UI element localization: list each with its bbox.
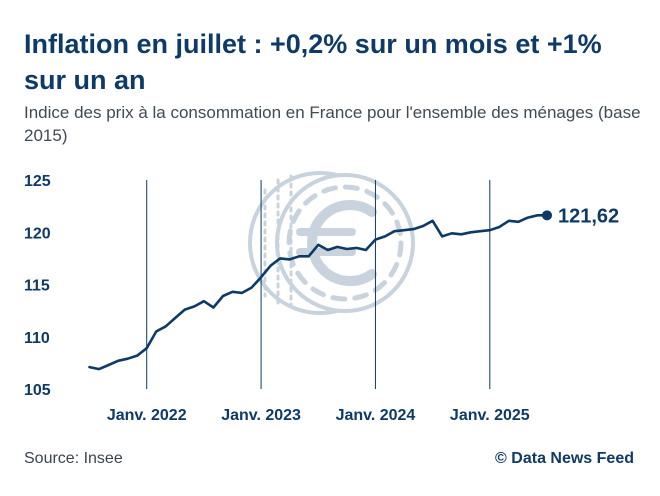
- y-tick-label-1: 125: [24, 173, 51, 190]
- x-tick-label-1: Janv. 2022: [107, 407, 187, 424]
- y-tick-label-3: 115: [24, 278, 50, 295]
- x-tick-label-3: Janv. 2024: [336, 407, 416, 424]
- y-tick-label-2: 120: [24, 225, 51, 242]
- x-axis-tick-labels: Janv. 2022 Janv. 2023 Janv. 2024 Janv. 2025: [107, 407, 530, 424]
- x-tick-label-4: Janv. 2025: [450, 407, 530, 424]
- euro-coin-watermark-icon: [248, 171, 415, 315]
- grid-lines: [146, 180, 491, 389]
- source-text: Source: Insee: [24, 450, 123, 467]
- series-line: [88, 214, 549, 371]
- x-tick-label-2: Janv. 2023: [221, 407, 301, 424]
- credit-text: © Data News Feed: [495, 450, 634, 467]
- y-axis-tick-labels: 125 120 115 110 105: [24, 173, 51, 399]
- y-tick-label-4: 110: [24, 330, 50, 347]
- chart-subtitle: Indice des prix à la consommation en Fra…: [24, 103, 641, 145]
- end-point-marker: [542, 210, 552, 221]
- end-value-label: 121,62: [558, 205, 619, 227]
- chart-title: Inflation en juillet : +0,2% sur un mois…: [24, 29, 602, 95]
- y-tick-label-5: 105: [24, 382, 51, 399]
